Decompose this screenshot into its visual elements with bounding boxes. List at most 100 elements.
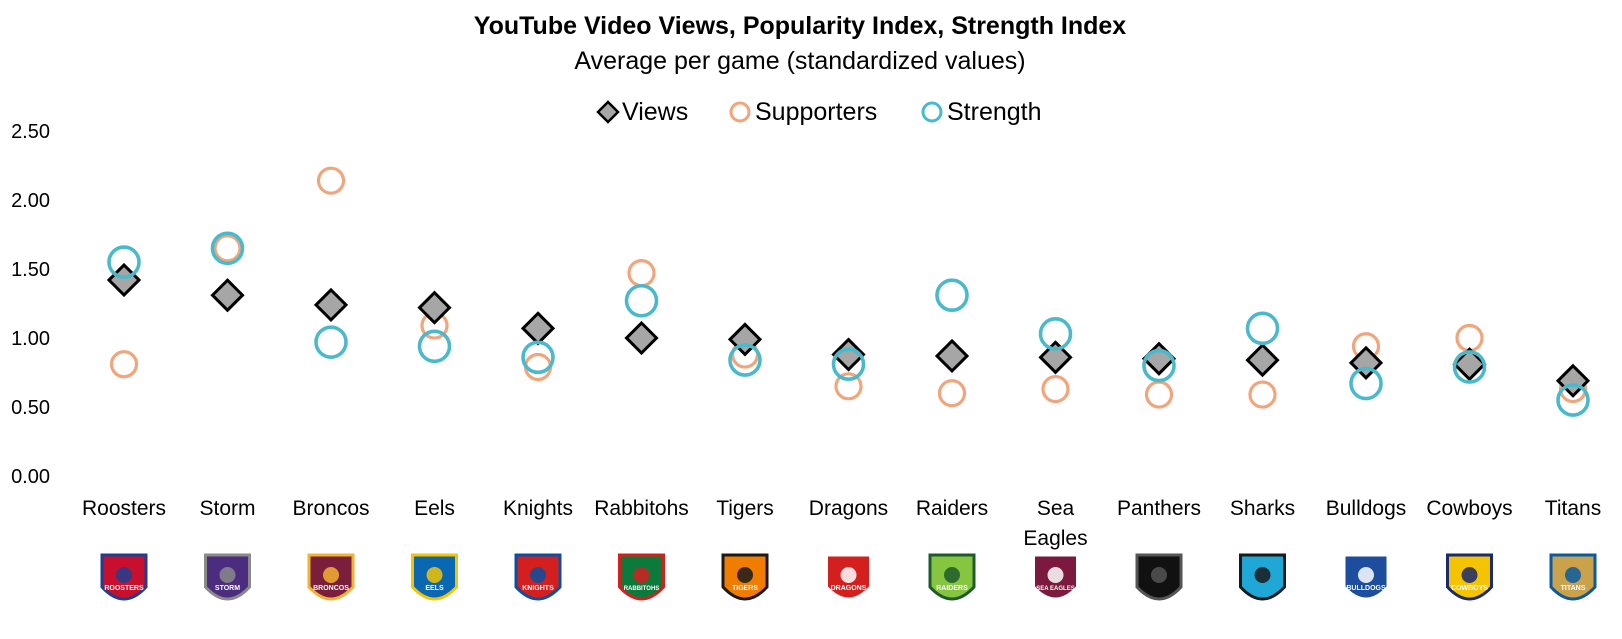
team-logo: BULLDOGS <box>1342 553 1390 601</box>
y-axis-ticks: 0.00 0.50 1.00 1.50 2.00 2.50 <box>11 121 50 488</box>
supporters-point <box>523 352 553 382</box>
team-logo <box>1135 553 1183 601</box>
y-tick-label: 2.00 <box>11 190 50 212</box>
legend-marker-strength <box>921 101 943 123</box>
strength-point <box>1142 348 1176 383</box>
views-point <box>417 290 452 325</box>
team-logo: DRAGONS <box>825 553 872 601</box>
svg-text:TIGERS: TIGERS <box>732 585 758 592</box>
views-point <box>1038 340 1073 375</box>
strength-point <box>728 343 762 377</box>
views-point <box>1452 347 1487 382</box>
y-tick-label: 1.50 <box>11 259 50 281</box>
strength-point <box>107 245 141 279</box>
x-axis-categories: Roosters Storm Broncos Eels Knights Rabbitohs… <box>82 497 1601 550</box>
x-category-label: Roosters <box>82 497 166 520</box>
supporters-point <box>213 234 242 263</box>
strength-point <box>935 278 969 313</box>
views-point <box>934 338 970 374</box>
x-category-label: Rabbitohs <box>594 497 689 520</box>
team-logo: STORM <box>204 553 251 601</box>
strength-point <box>1245 311 1280 346</box>
svg-text:STORM: STORM <box>215 585 240 592</box>
x-category-label: Eels <box>414 497 455 520</box>
supporters-point <box>1144 380 1174 409</box>
team-logo: KNIGHTS <box>514 553 562 601</box>
strength-point <box>1452 350 1487 384</box>
x-category-label: Tigers <box>716 497 774 520</box>
x-category-label: Storm <box>199 497 255 520</box>
supporters-point <box>937 379 967 408</box>
x-category-label: Sharks <box>1230 497 1295 520</box>
supporters-point <box>627 259 656 288</box>
supporters-point <box>316 166 346 195</box>
views-point <box>831 337 866 372</box>
strength-point <box>624 283 659 318</box>
svg-text:KNIGHTS: KNIGHTS <box>522 585 554 592</box>
views-point <box>106 262 142 298</box>
svg-text:BULLDOGS: BULLDOGS <box>1346 585 1386 592</box>
supporters-point <box>1248 380 1277 409</box>
x-category-label: Titans <box>1545 497 1601 520</box>
y-tick-label: 0.00 <box>11 466 50 488</box>
x-category-label: Raiders <box>916 497 988 520</box>
svg-text:ROOSTERS: ROOSTERS <box>104 585 144 592</box>
views-point <box>210 278 245 313</box>
svg-text:SEA EAGLES: SEA EAGLES <box>1036 586 1074 592</box>
team-logo: TITANS <box>1549 553 1597 601</box>
x-category-label: Panthers <box>1117 497 1201 520</box>
supporters-point <box>1041 374 1070 404</box>
views-point <box>1141 341 1177 376</box>
legend-label-supporters: Supporters <box>755 98 877 126</box>
x-category-label: Bulldogs <box>1326 497 1407 520</box>
views-point <box>1245 342 1280 378</box>
team-logo: TIGERS <box>721 553 769 601</box>
team-logo: COWBOYS <box>1446 553 1493 601</box>
legend: Views Supporters Strength <box>596 98 1042 126</box>
svg-text:EELS: EELS <box>425 585 444 592</box>
chart-title: YouTube Video Views, Popularity Index, S… <box>474 12 1127 40</box>
svg-text:DRAGONS: DRAGONS <box>831 585 867 592</box>
chart-subtitle: Average per game (standardized values) <box>574 47 1025 75</box>
legend-marker-supporters <box>729 101 751 123</box>
team-logo: RAIDERS <box>928 553 976 601</box>
views-point <box>520 311 556 346</box>
strength-point <box>314 325 348 359</box>
strength-point <box>831 347 866 382</box>
strength-point <box>417 329 452 364</box>
x-category-label: Cowboys <box>1426 497 1512 520</box>
strength-point <box>521 340 555 375</box>
x-category-label: Dragons <box>809 497 888 520</box>
svg-text:RABBITOHS: RABBITOHS <box>624 586 660 592</box>
y-tick-label: 2.50 <box>11 121 50 143</box>
legend-marker-views <box>596 100 620 124</box>
strength-point <box>1349 366 1383 401</box>
supporters-point <box>109 350 139 379</box>
views-point <box>624 320 659 356</box>
y-tick-label: 1.00 <box>11 328 50 350</box>
y-tick-label: 0.50 <box>11 397 50 419</box>
supporters-point <box>1455 323 1484 353</box>
svg-text:BRONCOS: BRONCOS <box>313 585 349 592</box>
plot-area <box>106 166 1591 417</box>
team-logo: RABBITOHS <box>618 553 665 601</box>
team-logo: ROOSTERS <box>100 553 148 601</box>
strength-point <box>1038 317 1073 351</box>
strength-point <box>210 231 245 266</box>
strength-point <box>1556 383 1590 417</box>
views-point <box>313 287 349 323</box>
legend-label-views: Views <box>622 98 688 126</box>
x-category-label: Sea Eagles <box>1023 497 1087 550</box>
team-logo: EELS <box>411 553 458 601</box>
svg-text:TITANS: TITANS <box>1561 585 1586 592</box>
supporters-point <box>834 372 863 401</box>
team-logo: SEA EAGLES <box>1032 553 1079 601</box>
team-logo: BRONCOS <box>307 553 355 601</box>
team-logos: ROOSTERS STORM BRONCOS EELS KNIGHTS RABBITOHS… <box>100 553 1597 601</box>
svg-text:COWBOYS: COWBOYS <box>1451 585 1488 592</box>
x-category-label: Broncos <box>292 497 369 520</box>
legend-label-strength: Strength <box>947 98 1042 126</box>
team-logo <box>1239 553 1286 601</box>
x-category-label: Knights <box>503 497 573 520</box>
